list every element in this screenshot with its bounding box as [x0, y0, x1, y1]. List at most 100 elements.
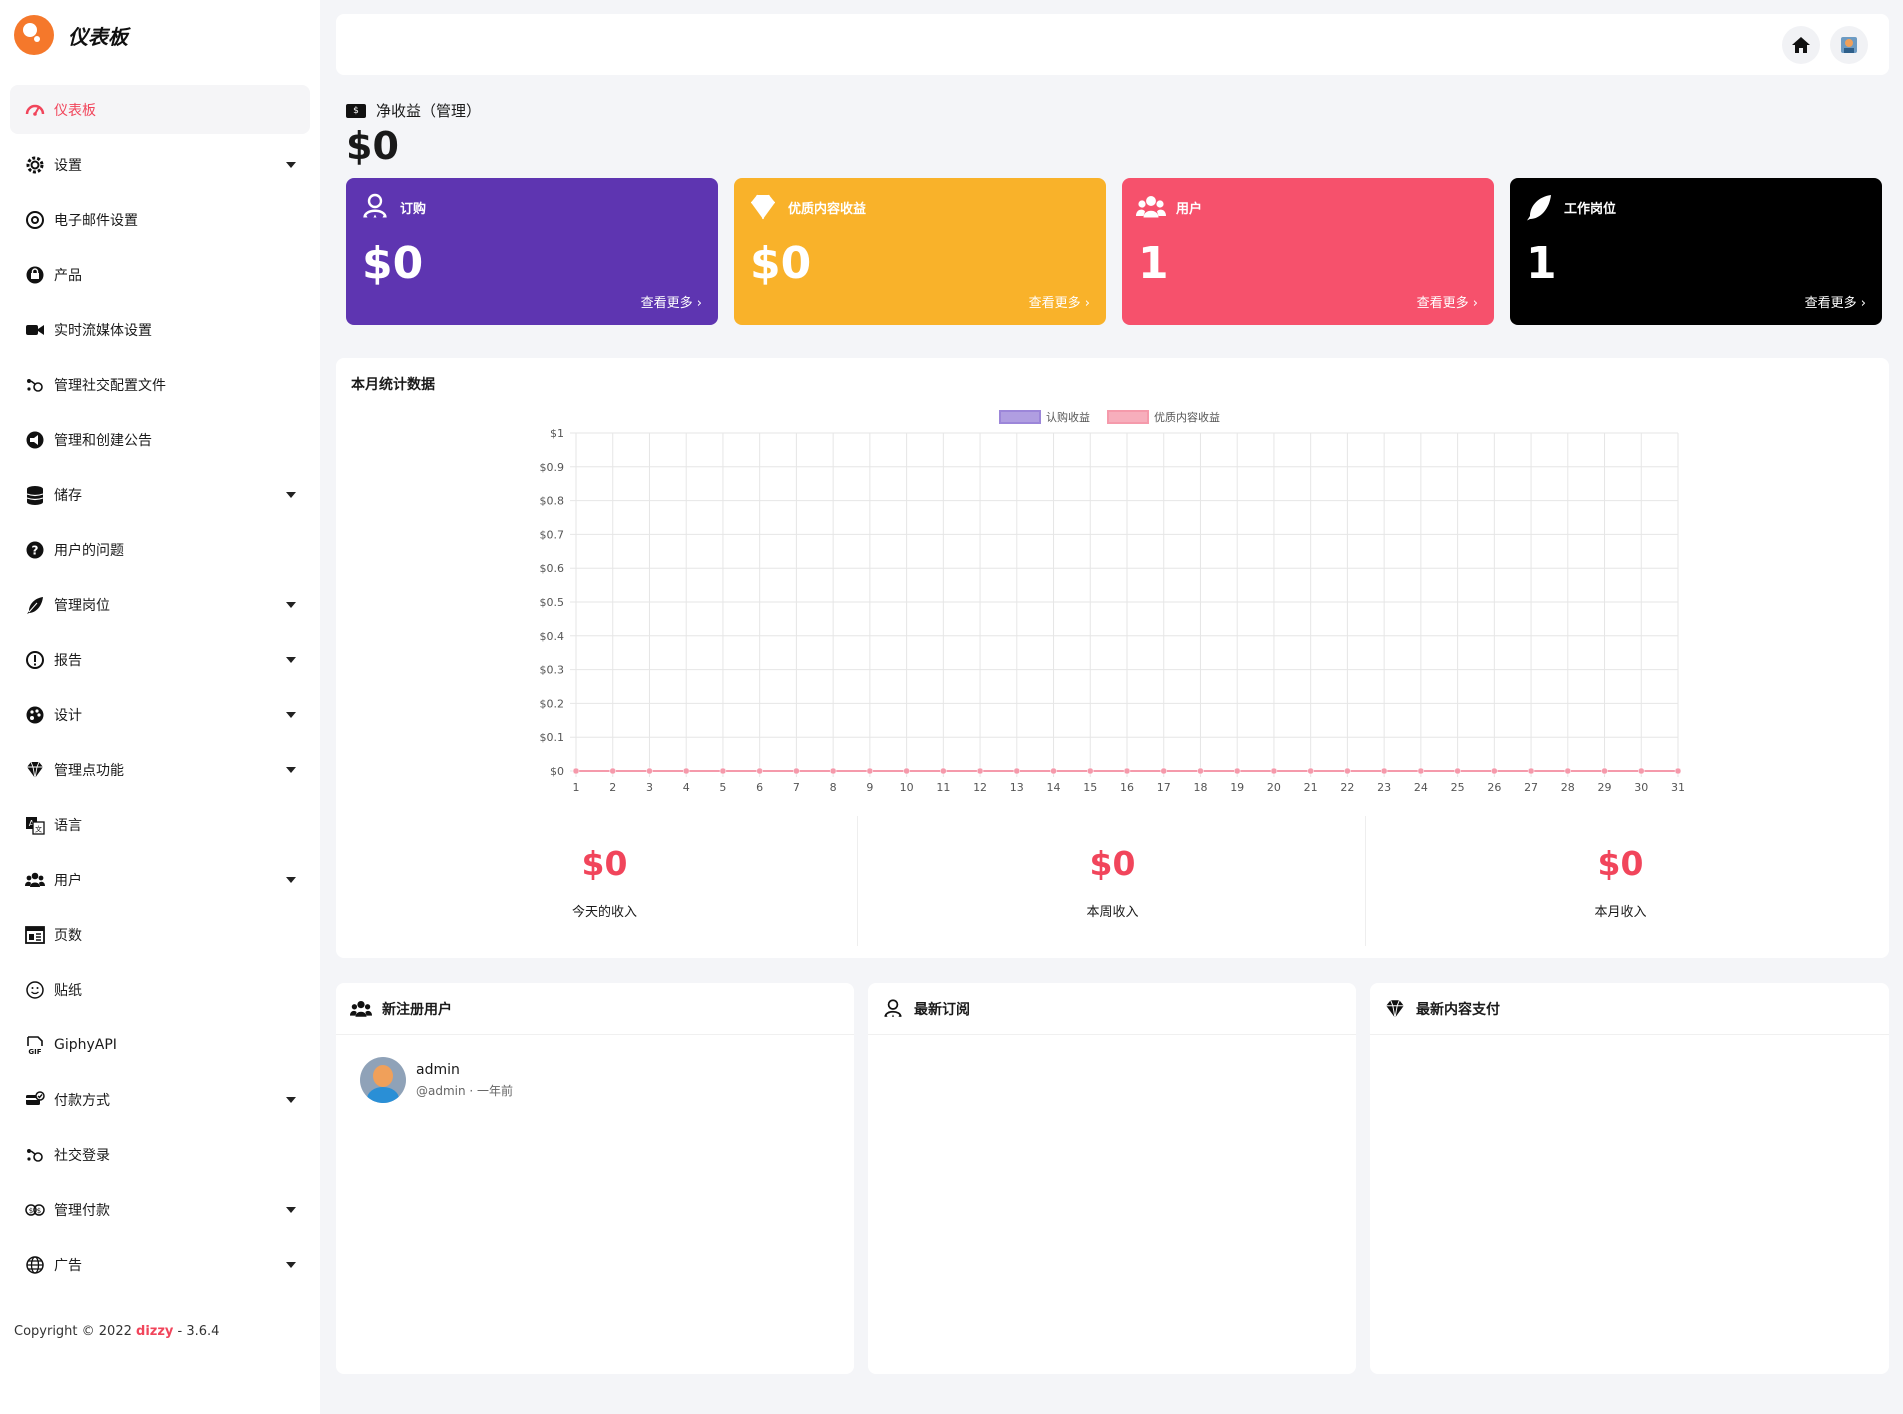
- chart-x-tick-label: 2: [609, 781, 616, 794]
- sidebar-item-gear[interactable]: 设置: [10, 140, 310, 189]
- sidebar-item-icon: [24, 979, 46, 1001]
- payment-icon: [26, 1090, 45, 1105]
- sidebar-item-label: 贴纸: [54, 982, 82, 999]
- chart-y-tick-label: $0.2: [540, 697, 565, 710]
- sidebar-item-share[interactable]: 管理社交配置文件: [10, 360, 310, 409]
- sidebar-item-label: 广告: [54, 1257, 82, 1274]
- money-bill-icon: $: [346, 103, 366, 118]
- sidebar-item-icon: [24, 209, 46, 231]
- sidebar-item-products[interactable]: 产品: [10, 250, 310, 299]
- avatar[interactable]: [360, 1057, 406, 1103]
- stat-card-header: 用户: [1136, 192, 1202, 222]
- chart-legend-label: 认购收益: [1046, 410, 1090, 424]
- footer-brand-link[interactable]: dizzy: [136, 1324, 174, 1339]
- sticker-icon: [26, 980, 44, 999]
- sidebar-item-sticker[interactable]: 贴纸: [10, 965, 310, 1014]
- brand-title: 仪表板: [68, 24, 128, 49]
- sidebar-item-diamond[interactable]: 管理点功能: [10, 745, 310, 794]
- stat-card-value: 1: [1138, 238, 1169, 289]
- database-icon: [26, 485, 44, 505]
- chart-y-tick-label: $0.6: [540, 562, 565, 575]
- sidebar-item-globe[interactable]: 广告: [10, 1240, 310, 1289]
- gear-icon: [26, 156, 44, 173]
- users-icon: [1136, 196, 1166, 218]
- income-label: 本周收入: [1086, 905, 1139, 920]
- sidebar-item-label: 储存: [54, 487, 82, 504]
- version-text: - 3.6.4: [177, 1324, 220, 1339]
- sidebar-item-feather[interactable]: 管理岗位: [10, 580, 310, 629]
- chart-x-tick-label: 7: [793, 781, 800, 794]
- stat-card-value: $0: [750, 238, 812, 289]
- sidebar-menu: 仪表板设置电子邮件设置产品实时流媒体设置 管理社交配置文件 管理和创建公告储存 ? 用户…: [10, 85, 310, 1295]
- user-name[interactable]: admin: [416, 1061, 460, 1078]
- stat-card-label: 优质内容收益: [788, 201, 867, 217]
- sidebar-item-social-login[interactable]: 社交登录: [10, 1130, 310, 1179]
- chart-x-tick-label: 23: [1377, 781, 1391, 794]
- sidebar-item-question[interactable]: ? 用户的问题: [10, 525, 310, 574]
- video-icon: [26, 324, 44, 335]
- stat-card-header: 工作岗位: [1524, 192, 1616, 222]
- sidebar-item-gif[interactable]: GIF GiphyAPI: [10, 1020, 310, 1069]
- list-item[interactable]: admin @admin · 一年前: [360, 1057, 513, 1103]
- sidebar-item-users[interactable]: 用户: [10, 855, 310, 904]
- monthly-stats-panel: 本月统计数据 $0 $0.1 $0.2 $0.3 $0.4 $0.5 $0.6 $0.7 $0.…: [336, 358, 1889, 958]
- sidebar-item-translate[interactable]: A 文语言: [10, 800, 310, 849]
- chart-point: [1307, 767, 1314, 775]
- home-button[interactable]: [1782, 26, 1820, 64]
- svg-text:A: A: [29, 819, 35, 828]
- sidebar-item-database[interactable]: 储存: [10, 470, 310, 519]
- chart-point: [1197, 767, 1204, 775]
- chevron-down-icon: [286, 712, 296, 718]
- chart-point: [1674, 767, 1682, 775]
- sidebar-item-dashboard[interactable]: 仪表板: [10, 85, 310, 134]
- income-summary: $0 本周收入: [860, 816, 1365, 936]
- alert-icon: [26, 650, 44, 669]
- chart-y-tick-label: $1: [550, 427, 564, 440]
- sidebar-item-alert[interactable]: 报告: [10, 635, 310, 684]
- sidebar-item-pages[interactable]: 页数: [10, 910, 310, 959]
- chart-x-tick-label: 19: [1230, 781, 1244, 794]
- feather-icon: [1527, 195, 1551, 221]
- chart-point: [1344, 767, 1351, 775]
- sidebar-item-icon: [24, 154, 46, 176]
- profile-avatar-button[interactable]: [1830, 26, 1868, 64]
- sidebar-item-label: 付款方式: [54, 1092, 110, 1109]
- sidebar-item-label: 管理岗位: [54, 597, 110, 614]
- sidebar-item-payment[interactable]: 付款方式: [10, 1075, 310, 1124]
- chart-x-tick-label: 4: [683, 781, 690, 794]
- copyright-text: Copyright © 2022: [14, 1324, 132, 1339]
- diamond-icon: [27, 761, 43, 778]
- sidebar-item-at[interactable]: 电子邮件设置: [10, 195, 310, 244]
- pages-icon: [25, 925, 45, 944]
- chart-point: [866, 767, 874, 775]
- stat-card: 用户 1 查看更多 ›: [1122, 178, 1494, 325]
- sidebar-item-video[interactable]: 实时流媒体设置: [10, 305, 310, 354]
- chart-y-tick-label: $0.5: [540, 596, 565, 609]
- chart-point: [1160, 767, 1167, 775]
- view-more-link[interactable]: 查看更多 ›: [1804, 296, 1866, 311]
- net-earnings-value: $0: [346, 124, 399, 168]
- view-more-link[interactable]: 查看更多 ›: [1028, 296, 1090, 311]
- chevron-down-icon: [286, 602, 296, 608]
- chart-x-tick-label: 16: [1120, 781, 1134, 794]
- sidebar-item-icon: [24, 759, 46, 781]
- translate-icon: A文: [26, 816, 45, 835]
- view-more-link[interactable]: 查看更多 ›: [640, 296, 702, 311]
- sidebar-item-money[interactable]: $ $ 管理付款: [10, 1185, 310, 1234]
- sidebar-item-palette[interactable]: 设计: [10, 690, 310, 739]
- sidebar-item-megaphone[interactable]: 管理和创建公告: [10, 415, 310, 464]
- chart-x-tick-label: 30: [1634, 781, 1648, 794]
- chart-point: [1454, 767, 1461, 775]
- sidebar-item-label: 产品: [54, 267, 82, 284]
- brand[interactable]: 仪表板: [14, 14, 128, 56]
- sidebar-item-label: 设计: [54, 707, 82, 724]
- sidebar-item-label: 仪表板: [54, 102, 96, 119]
- user-info: admin @admin · 一年前: [416, 1062, 513, 1099]
- view-more-link[interactable]: 查看更多 ›: [1416, 296, 1478, 311]
- sidebar-item-label: 报告: [54, 652, 82, 669]
- chart-x-tick-label: 20: [1267, 781, 1281, 794]
- summary-divider: [1365, 816, 1366, 946]
- chart-point: [646, 767, 653, 775]
- chart-y-tick-label: $0.9: [540, 461, 565, 474]
